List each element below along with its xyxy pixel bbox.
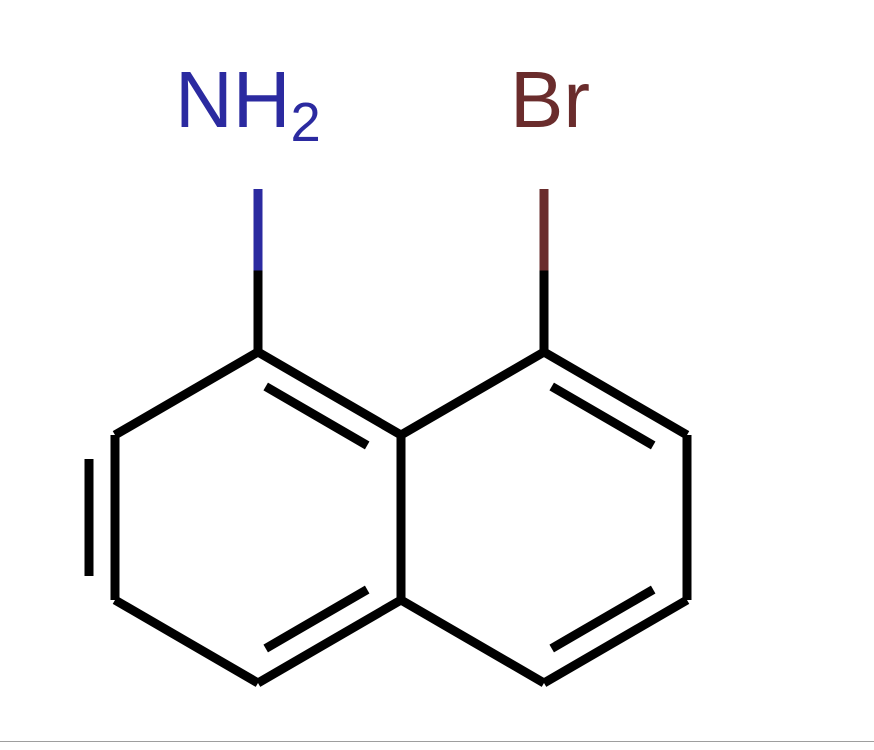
nh2-label: NH2	[175, 60, 321, 140]
molecule-canvas: NH2 Br	[0, 0, 874, 750]
molecule-svg	[0, 0, 874, 750]
br-label: Br	[510, 60, 590, 140]
frame-bottom-border	[0, 741, 874, 742]
